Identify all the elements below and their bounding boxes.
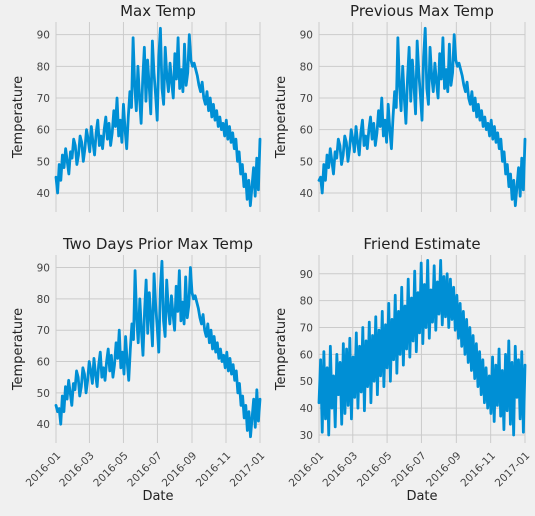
y-tick-label: 60: [37, 357, 50, 369]
chart-panel-2: 40 50 60 70 80 90 Previous Max Temp Temperature: [274, 2, 527, 212]
chart-title: Two Days Prior Max Temp: [62, 235, 253, 253]
y-axis-label: Temperature: [11, 76, 26, 159]
y-tick-label: 70: [37, 93, 50, 105]
y-tick-label: 80: [37, 294, 50, 306]
y-tick-label: 50: [300, 376, 313, 388]
y-tick-label: 90: [300, 30, 313, 42]
y-tick-label: 70: [300, 93, 313, 105]
x-axis-label: Date: [142, 489, 173, 504]
series-line: [317, 258, 527, 437]
y-tick-label: 40: [37, 419, 50, 431]
y-tick-label: 50: [37, 388, 50, 400]
chart-title: Friend Estimate: [363, 235, 480, 253]
chart-title: Max Temp: [120, 2, 196, 20]
x-tick-label: 2016-05: [355, 450, 395, 490]
chart-title: Previous Max Temp: [350, 2, 494, 20]
y-tick-label: 80: [300, 61, 313, 73]
x-tick-label: 2016-03: [57, 450, 97, 490]
y-axis-label: Temperature: [274, 308, 289, 391]
y-tick-label: 40: [300, 188, 313, 200]
y-tick-label: 60: [37, 125, 50, 137]
series-line: [317, 26, 527, 208]
y-tick-label: 70: [300, 323, 313, 335]
x-tick-label: 2016-03: [321, 450, 361, 490]
series-line: [54, 259, 262, 439]
x-tick-label: 2016-07: [389, 450, 429, 490]
chart-panel-3: 40 50 60 70 80 90 2016-012016-032016-052016-07…: [11, 235, 267, 504]
x-tick-label: 2016-01: [24, 450, 64, 490]
x-tick-label: 2016-09: [160, 450, 200, 490]
y-tick-label: 60: [300, 349, 313, 361]
x-tick-label: 2016-11: [458, 450, 498, 490]
y-tick-label: 30: [300, 430, 313, 442]
x-tick-label: 2016-07: [125, 450, 165, 490]
x-tick-label: 2016-01: [287, 450, 327, 490]
x-tick-label: 2017-01: [493, 450, 533, 490]
y-axis-label: Temperature: [11, 308, 26, 391]
y-tick-label: 90: [300, 269, 313, 281]
y-axis-label: Temperature: [274, 76, 289, 159]
y-tick-label: 90: [37, 263, 50, 275]
x-tick-label: 2016-11: [194, 450, 234, 490]
x-tick-label: 2017-01: [228, 450, 268, 490]
y-tick-label: 80: [37, 61, 50, 73]
series-line: [54, 26, 262, 208]
x-tick-label: 2016-09: [424, 450, 464, 490]
x-tick-label: 2016-05: [91, 450, 131, 490]
y-tick-label: 70: [37, 325, 50, 337]
chart-panel-1: 40 50 60 70 80 90 Max Temp Temperature: [11, 2, 262, 212]
y-tick-label: 50: [37, 156, 50, 168]
y-tick-label: 40: [300, 403, 313, 415]
y-tick-label: 60: [300, 125, 313, 137]
y-tick-label: 90: [37, 30, 50, 42]
chart-panel-4: 304050607080902016-012016-032016-052016-…: [274, 235, 532, 504]
y-tick-label: 80: [300, 296, 313, 308]
y-tick-label: 40: [37, 188, 50, 200]
x-axis-label: Date: [406, 489, 437, 504]
y-tick-label: 50: [300, 156, 313, 168]
